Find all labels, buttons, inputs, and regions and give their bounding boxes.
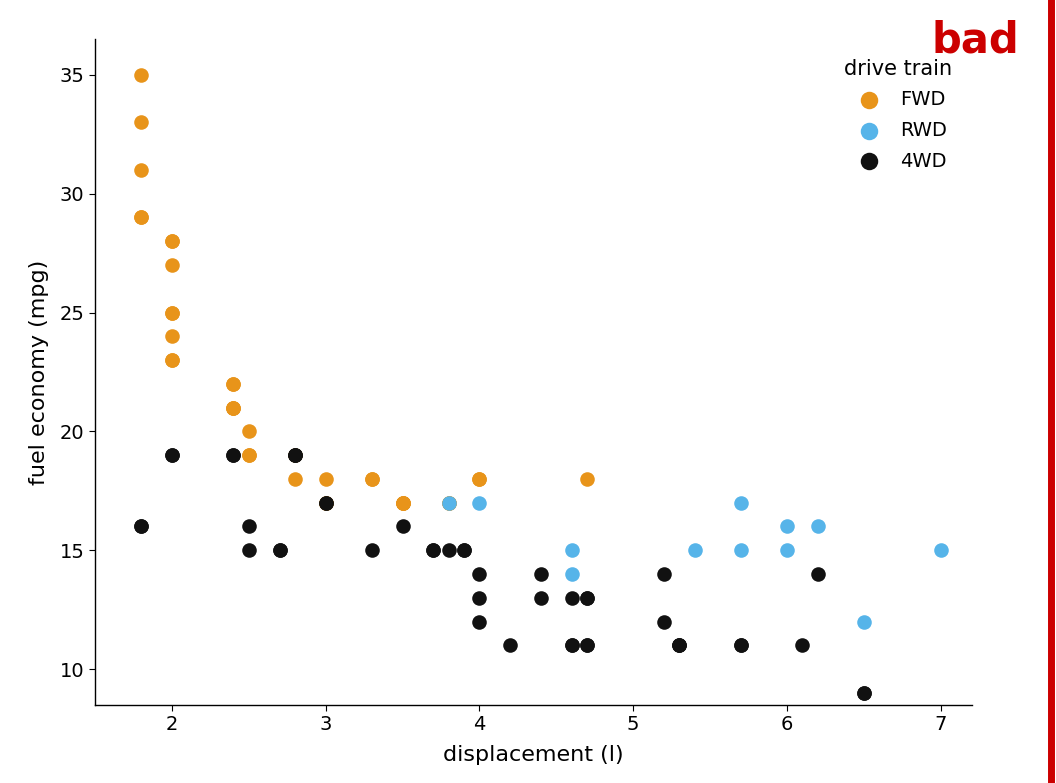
FWD <box>440 496 457 509</box>
FWD <box>579 473 596 485</box>
FWD <box>286 473 303 485</box>
4WD <box>855 687 872 699</box>
FWD <box>133 69 150 81</box>
4WD <box>440 544 457 557</box>
FWD <box>225 377 242 390</box>
4WD <box>563 591 580 604</box>
FWD <box>363 473 380 485</box>
FWD <box>133 116 150 128</box>
4WD <box>579 591 596 604</box>
FWD <box>394 496 411 509</box>
FWD <box>241 449 258 461</box>
FWD <box>394 496 411 509</box>
4WD <box>471 568 488 580</box>
RWD <box>440 496 457 509</box>
FWD <box>471 473 488 485</box>
FWD <box>164 354 181 366</box>
FWD <box>440 496 457 509</box>
RWD <box>563 544 580 557</box>
FWD <box>286 449 303 461</box>
4WD <box>363 544 380 557</box>
FWD <box>317 496 334 509</box>
4WD <box>671 639 687 651</box>
4WD <box>286 449 303 461</box>
4WD <box>809 568 826 580</box>
FWD <box>394 496 411 509</box>
RWD <box>686 544 703 557</box>
Y-axis label: fuel economy (mpg): fuel economy (mpg) <box>29 259 49 485</box>
FWD <box>241 449 258 461</box>
FWD <box>164 354 181 366</box>
4WD <box>671 639 687 651</box>
4WD <box>794 639 811 651</box>
4WD <box>425 544 441 557</box>
4WD <box>271 544 288 557</box>
4WD <box>133 520 150 532</box>
4WD <box>455 544 472 557</box>
FWD <box>133 164 150 176</box>
FWD <box>394 496 411 509</box>
RWD <box>733 496 750 509</box>
Text: bad: bad <box>931 20 1019 62</box>
4WD <box>563 639 580 651</box>
4WD <box>656 568 673 580</box>
X-axis label: displacement (l): displacement (l) <box>442 745 624 765</box>
FWD <box>471 473 488 485</box>
4WD <box>317 496 334 509</box>
4WD <box>563 639 580 651</box>
4WD <box>579 639 596 651</box>
4WD <box>133 520 150 532</box>
FWD <box>164 330 181 342</box>
FWD <box>164 235 181 247</box>
FWD <box>164 306 181 319</box>
4WD <box>317 496 334 509</box>
RWD <box>855 615 872 628</box>
4WD <box>532 568 549 580</box>
4WD <box>164 449 181 461</box>
Legend: FWD, RWD, 4WD: FWD, RWD, 4WD <box>834 49 962 180</box>
4WD <box>532 591 549 604</box>
4WD <box>286 449 303 461</box>
4WD <box>241 520 258 532</box>
FWD <box>225 377 242 390</box>
FWD <box>225 402 242 414</box>
FWD <box>363 473 380 485</box>
4WD <box>579 591 596 604</box>
4WD <box>855 687 872 699</box>
4WD <box>502 639 518 651</box>
4WD <box>471 591 488 604</box>
RWD <box>778 520 795 532</box>
4WD <box>671 639 687 651</box>
RWD <box>809 520 826 532</box>
FWD <box>317 496 334 509</box>
FWD <box>241 425 258 438</box>
4WD <box>164 449 181 461</box>
FWD <box>164 306 181 319</box>
RWD <box>733 544 750 557</box>
FWD <box>317 473 334 485</box>
4WD <box>733 639 750 651</box>
4WD <box>656 615 673 628</box>
RWD <box>932 544 949 557</box>
4WD <box>225 449 242 461</box>
FWD <box>133 211 150 224</box>
4WD <box>733 639 750 651</box>
RWD <box>778 544 795 557</box>
FWD <box>164 235 181 247</box>
FWD <box>225 402 242 414</box>
FWD <box>225 402 242 414</box>
RWD <box>563 568 580 580</box>
RWD <box>471 496 488 509</box>
4WD <box>579 639 596 651</box>
FWD <box>133 211 150 224</box>
4WD <box>271 544 288 557</box>
4WD <box>286 449 303 461</box>
4WD <box>425 544 441 557</box>
FWD <box>164 258 181 271</box>
4WD <box>471 615 488 628</box>
4WD <box>455 544 472 557</box>
4WD <box>225 449 242 461</box>
4WD <box>394 520 411 532</box>
4WD <box>241 544 258 557</box>
